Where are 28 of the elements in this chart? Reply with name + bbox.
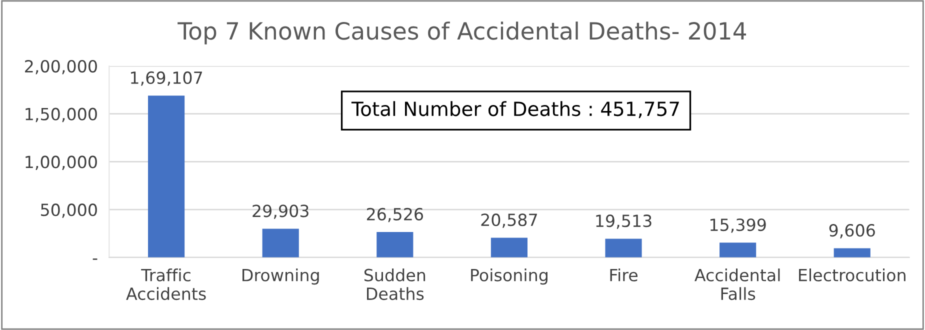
data-label: 19,513 [596, 214, 652, 229]
x-tick-label: Traffic Accidents [126, 268, 206, 300]
y-tick-label: 1,00,000 [26, 156, 97, 170]
bar [605, 238, 642, 258]
data-label: 29,903 [252, 204, 308, 219]
annotation: Total Number of Deaths : 451,757 [351, 101, 679, 118]
bar [148, 96, 185, 258]
x-tick-label: Accidental Falls [694, 268, 780, 300]
bar [376, 232, 414, 258]
data-label: 20,587 [481, 214, 537, 228]
bar [262, 228, 299, 258]
y-tick-label: 2,00,000 [25, 60, 97, 74]
x-tick-label: Electrocution [799, 268, 906, 282]
x-tick-label: Drowning [242, 268, 319, 285]
y-tick-label: - [92, 258, 98, 260]
data-label: 9,606 [829, 224, 875, 238]
x-tick-label: Poisoning [471, 268, 548, 285]
bar [490, 238, 528, 258]
data-label: 1,69,107 [131, 71, 202, 86]
x-tick-label: Sudden Deaths [364, 268, 426, 300]
chart-title: Top 7 Known Causes of Accidental Deaths- 2014 [178, 22, 746, 44]
data-label: 15,399 [710, 218, 766, 233]
y-tick-label: 50,000 [41, 204, 97, 218]
y-tick-label: 1,50,000 [26, 108, 97, 122]
bar [720, 242, 756, 258]
bar [834, 248, 870, 258]
x-tick-label: Fire [610, 268, 638, 282]
data-label: 26,526 [366, 208, 424, 222]
